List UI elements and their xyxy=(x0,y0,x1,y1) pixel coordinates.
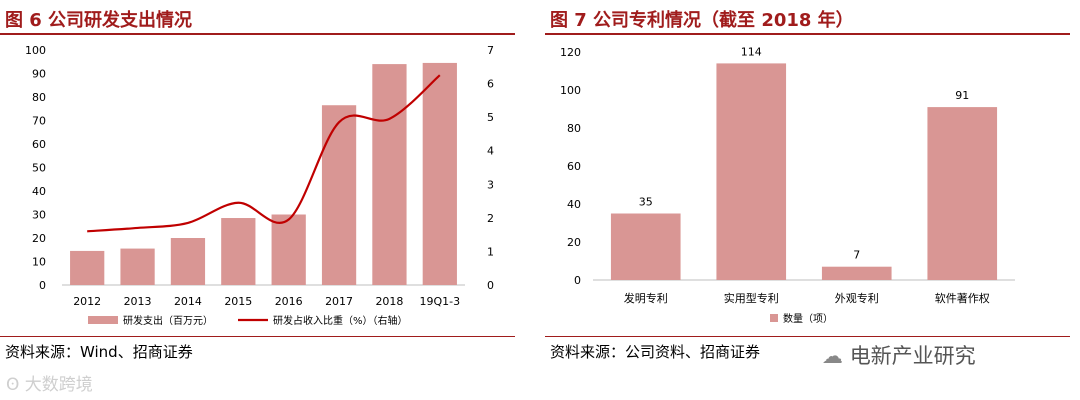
rd-chart-title: 图 6 公司研发支出情况 xyxy=(5,10,193,31)
patent-chart-title: 图 7 公司专利情况（截至 2018 年） xyxy=(550,10,854,31)
x-tick-label: 2016 xyxy=(275,295,303,308)
y-tick-label: 90 xyxy=(32,68,46,81)
y-tick-label: 60 xyxy=(32,138,46,151)
x-tick-label: 2017 xyxy=(325,295,353,308)
x-tick-label: 2012 xyxy=(73,295,101,308)
legend-line-label: 研发占收入比重（%）（右轴） xyxy=(273,314,408,327)
x-tick-label: 发明专利 xyxy=(624,291,668,305)
y-tick-label: 80 xyxy=(567,122,581,135)
legend-swatch xyxy=(770,314,778,322)
y2-tick-label: 5 xyxy=(487,111,494,124)
y2-tick-label: 1 xyxy=(487,245,494,258)
x-tick-label: 软件著作权 xyxy=(935,291,990,305)
y-tick-label: 80 xyxy=(32,91,46,104)
y2-tick-label: 7 xyxy=(487,44,494,57)
legend-bar-label: 研发支出（百万元） xyxy=(123,314,213,327)
x-tick-label: 2018 xyxy=(375,295,403,308)
y-tick-label: 0 xyxy=(39,279,46,292)
patent-chart: 0 20 40 60 80 100 120 35 发明专利 114 实用型专利 7 外观专利 91 软件著作… xyxy=(560,45,1015,325)
y2-tick-label: 3 xyxy=(487,178,494,191)
x-tick-label: 2013 xyxy=(124,295,152,308)
y-tick-label: 120 xyxy=(560,46,581,59)
legend-label: 数量（项） xyxy=(783,312,833,325)
bar xyxy=(422,62,457,285)
y-tick-label: 40 xyxy=(32,185,46,198)
y-tick-label: 30 xyxy=(32,209,46,222)
rd-chart-source: 资料来源：Wind、招商证券 xyxy=(5,343,193,361)
y-tick-label: 10 xyxy=(32,256,46,269)
y-tick-label: 20 xyxy=(32,232,46,245)
source-rule xyxy=(0,336,515,337)
x-tick-label: 外观专利 xyxy=(835,291,879,305)
bar xyxy=(120,248,155,285)
y-tick-label: 0 xyxy=(574,274,581,287)
watermark-right: ☁ 电新产业研究 xyxy=(822,344,976,368)
x-tick-label: 2014 xyxy=(174,295,202,308)
y2-tick-label: 4 xyxy=(487,145,494,158)
source-rule xyxy=(545,336,1070,337)
bar xyxy=(716,63,787,281)
y-tick-label: 70 xyxy=(32,115,46,128)
bar xyxy=(271,214,306,285)
y-tick-label: 60 xyxy=(567,160,581,173)
ratio-line xyxy=(87,74,441,233)
y-tick-label: 100 xyxy=(25,44,46,57)
y2-tick-label: 6 xyxy=(487,78,494,91)
bar xyxy=(221,218,256,285)
watermark-left: ʘ 大数跨境 xyxy=(6,375,93,395)
legend-bar-swatch xyxy=(88,316,118,324)
bar xyxy=(927,107,998,280)
y2-tick-label: 0 xyxy=(487,279,494,292)
data-label: 114 xyxy=(741,45,762,58)
wechat-icon: ☁ xyxy=(822,344,850,368)
bar xyxy=(70,250,105,285)
title-rule xyxy=(545,33,1070,35)
data-label: 35 xyxy=(639,196,653,209)
title-rule xyxy=(0,33,515,35)
watermark-logo-icon: ʘ xyxy=(6,375,25,395)
bar xyxy=(821,266,892,280)
y-tick-label: 100 xyxy=(560,84,581,97)
x-tick-label: 19Q1-3 xyxy=(420,295,461,308)
rd-expense-chart: 0 10 20 30 40 50 60 70 80 90 100 0 1 2 3 4 5 6 7 2012 2013 20… xyxy=(25,44,494,327)
x-tick-label: 实用型专利 xyxy=(724,291,779,305)
y-tick-label: 20 xyxy=(567,236,581,249)
bar xyxy=(170,238,206,285)
data-label: 91 xyxy=(955,89,969,102)
bar xyxy=(610,213,681,280)
y-tick-label: 40 xyxy=(567,198,581,211)
bar xyxy=(372,64,407,285)
y2-tick-label: 2 xyxy=(487,212,494,225)
data-label: 7 xyxy=(853,249,860,262)
bar xyxy=(321,105,357,285)
y-tick-label: 50 xyxy=(32,162,46,175)
x-tick-label: 2015 xyxy=(224,295,252,308)
patent-chart-source: 资料来源：公司资料、招商证券 xyxy=(550,343,761,361)
